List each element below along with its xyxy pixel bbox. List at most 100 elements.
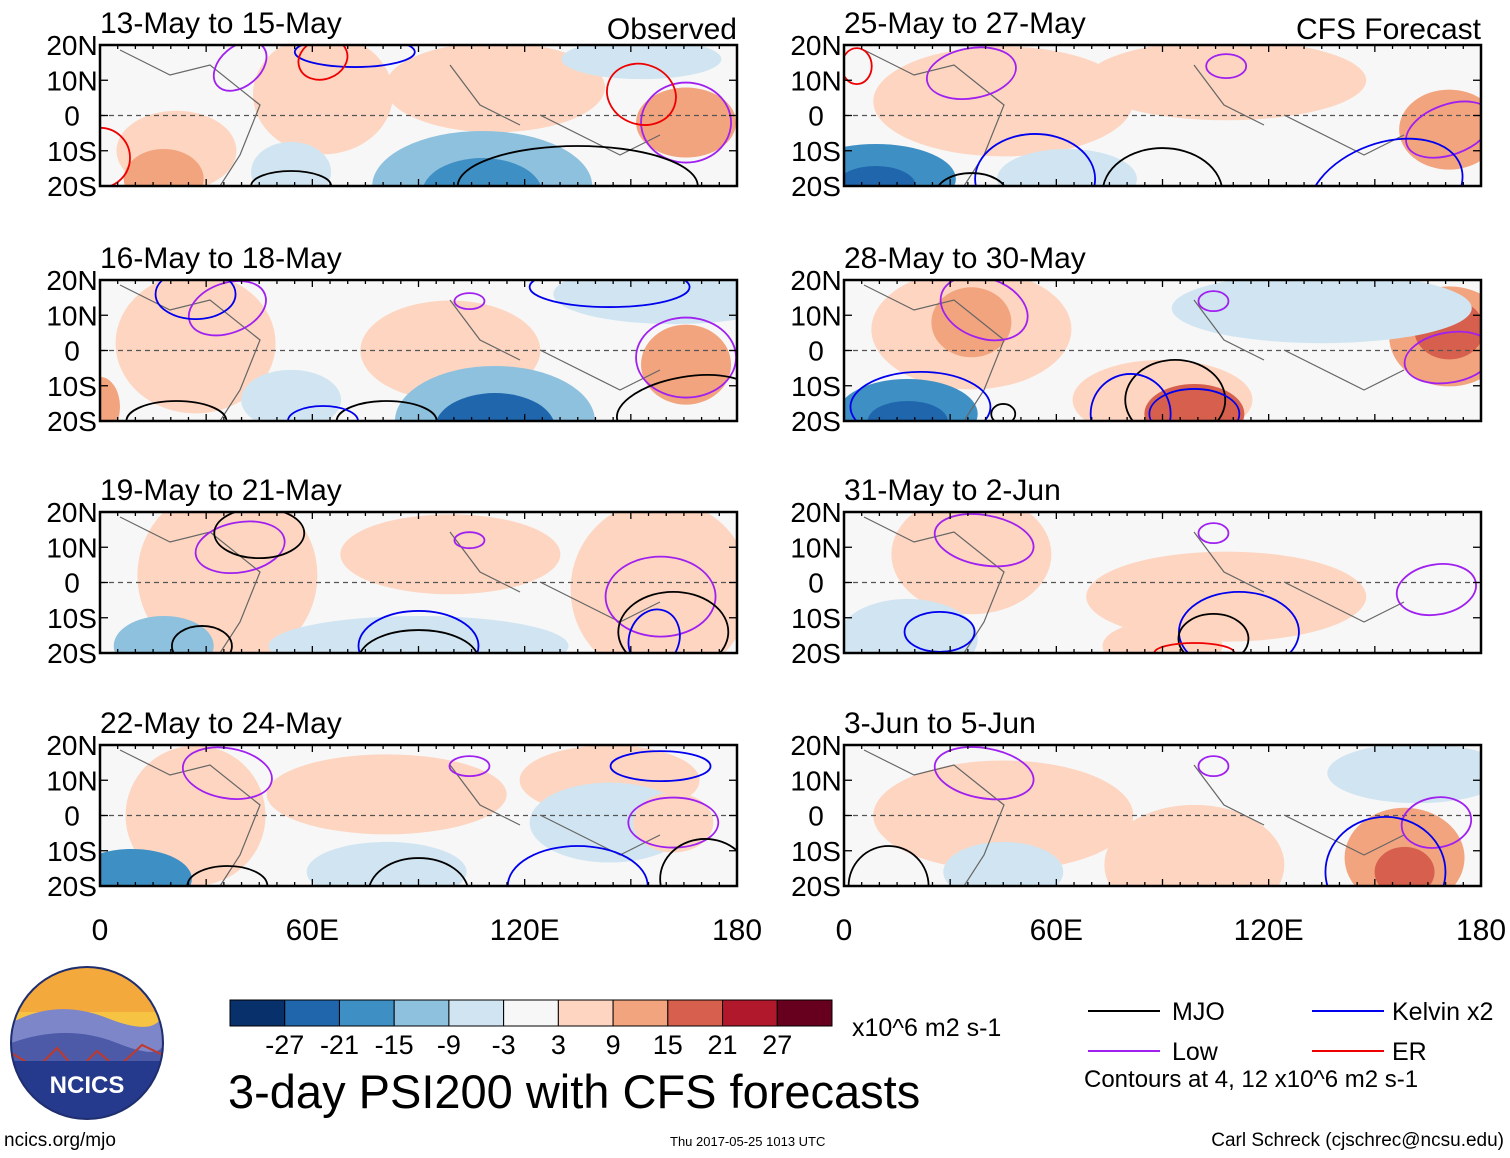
anomaly-shade: [340, 514, 561, 595]
y-tick-label: 20N: [46, 730, 97, 761]
y-tick-label: 20S: [791, 171, 841, 202]
anomaly-shade: [996, 148, 1137, 186]
y-tick-label: 10S: [791, 603, 841, 634]
credit: Carl Schreck (cjschrec@ncsu.edu): [1211, 1130, 1504, 1151]
y-tick-label: 20S: [791, 638, 841, 669]
contour-line: [125, 400, 228, 421]
y-tick-label: 10N: [46, 65, 97, 96]
contour-line: [1205, 53, 1248, 80]
anomaly-shade: [1327, 745, 1481, 804]
contour-line: [456, 145, 699, 186]
y-tick-label: 10S: [47, 836, 97, 867]
panel-field: [844, 45, 1481, 186]
y-tick-label: 0: [64, 568, 80, 599]
y-tick-label: 10N: [790, 65, 841, 96]
map-panel: 20N 10N 0 10S 20S 19-May to 21-May: [46, 474, 739, 669]
contour-line: [1197, 522, 1230, 545]
colorbar-tick-label: 15: [653, 1030, 683, 1060]
coastline: [1193, 64, 1405, 156]
anomaly-shade: [943, 841, 1064, 886]
colorbar-swatch: [448, 999, 505, 1027]
contour-line: [1197, 755, 1230, 778]
contour-line: [194, 520, 286, 574]
anomaly-shade: [252, 45, 393, 155]
contour-line: [250, 170, 332, 186]
anomaly-shade: [266, 754, 507, 835]
coastline: [1193, 531, 1405, 623]
contour-line: [171, 625, 233, 653]
x-tick-label: 60E: [1030, 914, 1083, 947]
y-tick-label: 20N: [790, 30, 841, 61]
anomaly-shade: [553, 280, 737, 325]
coastline: [1193, 299, 1405, 391]
anomaly-shade: [123, 148, 204, 186]
colorbar-tick-label: -15: [375, 1030, 414, 1060]
colorbar-swatch: [776, 999, 833, 1027]
anomaly-shade: [1171, 280, 1472, 344]
contour-line: [1148, 388, 1241, 421]
x-tick-label: 0: [92, 914, 109, 947]
panel-title: 28-May to 30-May: [844, 242, 1086, 275]
anomaly-shade: [1144, 383, 1245, 421]
colorbar-tick-label: -3: [492, 1030, 516, 1060]
y-tick-label: 10N: [46, 300, 97, 331]
contour-line: [100, 126, 131, 186]
y-tick-label: 0: [64, 801, 80, 832]
contour-line: [359, 629, 478, 653]
x-tick-label: 180: [1456, 914, 1506, 947]
anomaly-shade: [115, 280, 276, 414]
anomaly-shade: [113, 615, 214, 653]
contour-line: [844, 47, 873, 86]
panel-title: 19-May to 21-May: [100, 474, 342, 507]
anomaly-shade: [1374, 846, 1435, 886]
contour-line: [287, 405, 359, 421]
logo-ring: [10, 966, 164, 1120]
contour-line: [604, 555, 717, 638]
contour-line: [1124, 358, 1227, 421]
colorbar-tick-label: 21: [708, 1030, 738, 1060]
anomaly-shade: [633, 792, 714, 853]
legend-label: MJO: [1172, 998, 1225, 1026]
y-tick-label: 20N: [790, 265, 841, 296]
y-tick-label: 10S: [791, 371, 841, 402]
contour-line: [1405, 100, 1481, 159]
y-tick-label: 0: [808, 101, 824, 132]
x-tick-label: 120E: [1234, 914, 1304, 947]
y-tick-label: 20S: [47, 406, 97, 437]
contour-line: [627, 608, 681, 653]
anomaly-shade: [1104, 804, 1285, 886]
y-tick-label: 10S: [791, 836, 841, 867]
anomaly-shade: [1399, 89, 1481, 170]
anomaly-shade: [100, 848, 192, 886]
panel-field: [844, 280, 1481, 421]
x-tick-label: 180: [712, 914, 762, 947]
coastline: [1193, 764, 1405, 856]
panel-title: 3-Jun to 5-Jun: [844, 707, 1036, 740]
map-panel: 20N 10N 0 10S 20S 13-May to 15-May Observed: [46, 7, 739, 202]
anomaly-shade: [384, 45, 605, 133]
y-tick-label: 20N: [790, 730, 841, 761]
panel-title: 25-May to 27-May: [844, 7, 1086, 40]
y-tick-label: 0: [808, 801, 824, 832]
contour-line: [368, 857, 469, 886]
anomaly-shade: [125, 745, 266, 886]
colorbar-swatch: [612, 999, 669, 1027]
anomaly-shade: [867, 401, 948, 421]
contour-line: [154, 280, 237, 320]
site-link[interactable]: ncics.org/mjo: [4, 1130, 116, 1151]
contour-line: [1089, 373, 1172, 421]
colorbar-swatch: [503, 999, 559, 1027]
anomaly-shade: [306, 841, 467, 886]
anomaly-shade: [436, 393, 554, 421]
y-tick-label: 10S: [47, 136, 97, 167]
coastline: [863, 749, 1005, 886]
contours-note: Contours at 4, 12 x10^6 m2 s-1: [1084, 1066, 1419, 1093]
contour-line: [849, 371, 992, 421]
map-panel: 20N 10N 0 10S 20S 3-Jun to 5-Jun: [790, 707, 1483, 902]
contour-line: [974, 133, 1096, 186]
x-tick-label: 60E: [286, 914, 339, 947]
y-tick-label: 20S: [791, 871, 841, 902]
legend-label: Kelvin x2: [1392, 998, 1493, 1026]
map-panel: 20N 10N 0 10S 20S 25-May to 27-May CFS Forecas…: [790, 7, 1483, 202]
